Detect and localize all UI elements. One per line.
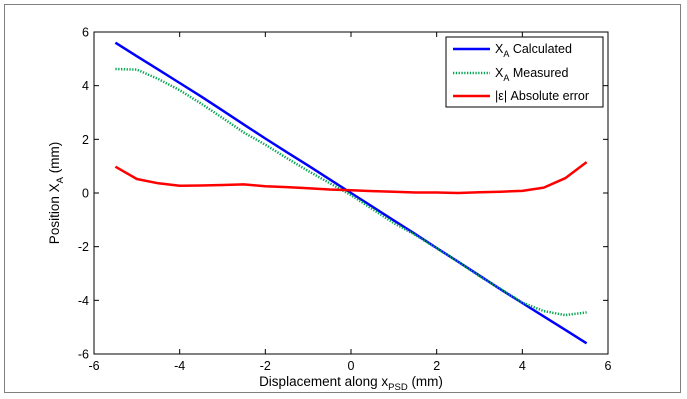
tick-layer: -6 -4 -2 0 2 4 6 -6 -4 -2 0 2 4 6 xyxy=(78,26,612,374)
y-axis-label-main: Position X xyxy=(47,183,62,244)
x-tick-label: 4 xyxy=(519,359,526,373)
legend-entry-calculated: XA Calculated xyxy=(495,42,572,59)
line-chart: -6 -4 -2 0 2 4 6 -6 -4 -2 0 2 4 6 Displacement along … xyxy=(47,26,612,394)
y-tick-label: 0 xyxy=(82,187,89,201)
figure-frame: -6 -4 -2 0 2 4 6 -6 -4 -2 0 2 4 6 Displacement along … xyxy=(4,4,681,393)
y-tick-label: -2 xyxy=(78,240,89,254)
y-axis-label: Position XA (mm) xyxy=(47,142,66,244)
x-tick-label: 2 xyxy=(433,359,440,373)
x-tick-label: -4 xyxy=(174,359,185,373)
legend-entry-measured-sub: A xyxy=(503,73,509,83)
x-tick-label: 6 xyxy=(605,359,612,373)
legend-entry-calculated-suffix: Calculated xyxy=(509,42,572,56)
x-axis-label-main: Displacement along x xyxy=(259,374,388,389)
legend-entry-calculated-sub: A xyxy=(503,49,509,59)
y-axis-label-suffix: (mm) xyxy=(47,142,62,177)
x-axis-label-suffix: (mm) xyxy=(408,374,443,389)
series-line-error xyxy=(114,161,588,195)
legend-entry-measured: XA Measured xyxy=(495,66,568,83)
x-axis-label: Displacement along xPSD (mm) xyxy=(259,374,443,393)
y-tick-label: -4 xyxy=(78,294,89,308)
legend: XA Calculated XA Measured |ε| Absolute e… xyxy=(445,36,604,108)
y-tick-label: 6 xyxy=(82,26,89,40)
y-axis-label-sub: A xyxy=(55,176,66,183)
x-tick-label: 0 xyxy=(348,359,355,373)
y-tick-label: -6 xyxy=(78,348,89,362)
x-tick-label: -6 xyxy=(88,359,99,373)
y-tick-label: 4 xyxy=(82,79,89,93)
x-axis-label-sub: PSD xyxy=(388,382,408,393)
series-layer xyxy=(114,41,588,345)
x-tick-label: -2 xyxy=(260,359,271,373)
series-line-calculated xyxy=(114,41,588,345)
y-tick-label: 2 xyxy=(82,133,89,147)
legend-entry-calculated-main: X xyxy=(495,42,504,56)
legend-entry-measured-main: X xyxy=(495,66,504,80)
legend-entry-error: |ε| Absolute error xyxy=(495,89,589,103)
series-line-measured xyxy=(115,67,587,317)
legend-entry-measured-suffix: Measured xyxy=(509,66,568,80)
